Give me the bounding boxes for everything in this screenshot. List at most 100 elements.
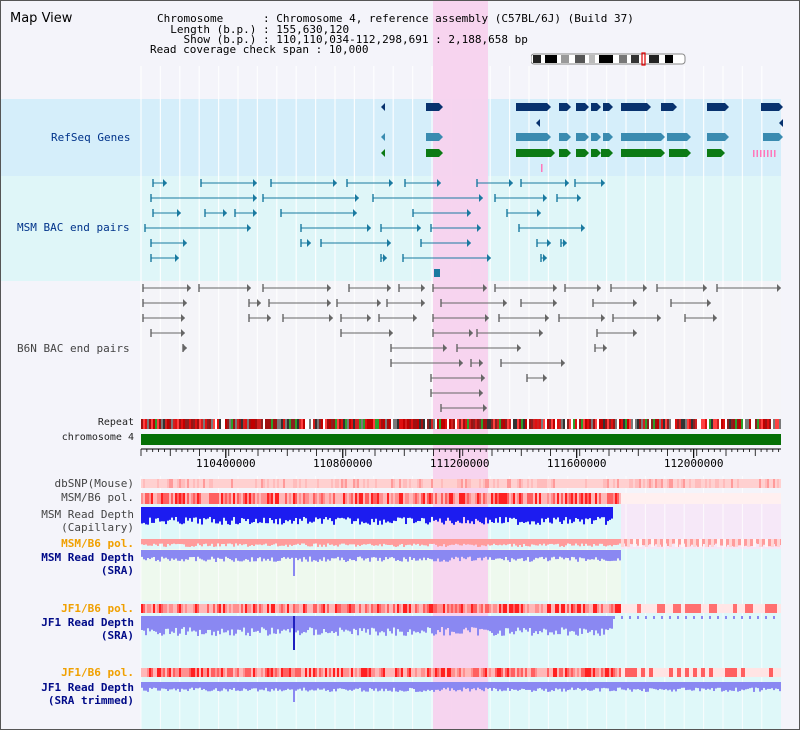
dbsnp-cell — [707, 479, 709, 488]
repeat-element — [421, 419, 423, 429]
msm-depth-sra-bar — [165, 550, 167, 558]
jf1-depth-sra-bar — [585, 616, 587, 630]
dbsnp-cell — [427, 479, 429, 488]
dbsnp-cell — [369, 479, 371, 488]
repeat-element — [775, 419, 777, 429]
msm-b6-pol-sra-cell — [549, 539, 551, 544]
repeat-element — [259, 419, 261, 429]
jf1-depth-trimmed-bar — [339, 682, 341, 689]
jf1-b6-pol-cell — [257, 604, 259, 613]
jf1-depth-trimmed-bar — [289, 682, 291, 690]
msm-b6-pol-sra-cell — [365, 539, 367, 545]
jf1-depth-trimmed-spike — [293, 682, 295, 702]
msm-b6-pol-sra-cell — [201, 539, 203, 547]
jf1-b6-pol-cell — [199, 604, 201, 613]
jf1-b6-pol-cell — [233, 604, 235, 613]
jf1-depth-trimmed-bar — [543, 682, 545, 691]
msm-depth-capillary-bar — [359, 507, 361, 525]
msm-depth-capillary-bar — [353, 507, 355, 522]
repeat-element — [765, 419, 767, 429]
jf1-b6-pol-cell — [377, 604, 379, 613]
msm-depth-sra-bar — [477, 550, 479, 558]
jf1-depth-trimmed-bar — [275, 682, 277, 689]
jf1-b6-pol-2-sparse — [721, 668, 725, 677]
jf1-depth-sra-bar — [501, 616, 503, 636]
msm-b6-pol-cell — [523, 493, 525, 504]
jf1-depth-trimmed-bar — [705, 682, 707, 690]
msm-b6-pol-cell — [275, 493, 277, 504]
jf1-b6-pol-cell — [185, 604, 187, 613]
jf1-b6-pol-2-cell — [613, 668, 615, 677]
refseq-gene-blue-arrow — [687, 133, 691, 141]
msm-b6-pol-cell — [567, 493, 569, 504]
msm-b6-pol-sra-cell — [203, 539, 205, 545]
jf1-b6-pol-cell — [611, 604, 613, 613]
jf1-depth-sra-bar — [465, 616, 467, 628]
msm-b6-pol-cell — [143, 493, 145, 504]
repeat-element — [743, 419, 745, 429]
jf1-b6-pol-2-sparse — [685, 668, 689, 677]
repeat-element — [487, 419, 489, 429]
repeat-element — [715, 419, 717, 429]
repeat-element — [575, 419, 577, 429]
msm-depth-sra-bar — [193, 550, 195, 558]
msm-b6-pol-sra-sparse — [705, 539, 708, 547]
jf1-depth-sra-bar — [203, 616, 205, 635]
msm-b6-pol-sra-cell — [403, 539, 405, 547]
repeat-element — [291, 419, 293, 429]
msm-b6-pol-sra-cell — [217, 539, 219, 544]
msm-b6-pol-sra-cell — [709, 539, 711, 545]
refseq-gene-navy-arrow — [567, 103, 571, 111]
jf1-depth-sra-bar — [191, 616, 193, 632]
jf1-b6-pol-cell — [355, 604, 357, 613]
msm-b6-pol-cell — [211, 493, 213, 504]
jf1-b6-pol-sparse — [709, 604, 713, 613]
msm-b6-pol-cell — [503, 493, 505, 504]
jf1-b6-pol-2-label: JF1/B6 pol. — [61, 666, 134, 679]
msm-depth-sra-bar — [249, 550, 251, 562]
jf1-depth-sra-bar — [329, 616, 331, 633]
jf1-b6-pol-sparse — [669, 604, 673, 613]
msm-b6-pol-sra-sparse — [687, 539, 690, 547]
repeat-element — [161, 419, 163, 429]
msm-depth-sra-bar — [291, 550, 293, 558]
msm-b6-pol-cell — [513, 493, 515, 504]
dbsnp-cell — [329, 479, 331, 488]
repeat-element — [529, 419, 531, 429]
msm-b6-pol-sra-cell — [169, 539, 171, 546]
msm-b6-pol-sra-cell — [325, 539, 327, 547]
jf1-depth-trimmed-bar — [223, 682, 225, 689]
jf1-b6-pol-2-cell — [433, 668, 435, 677]
jf1-depth-sra-bar — [219, 616, 221, 635]
repeat-element — [753, 419, 755, 429]
dbsnp-cell — [143, 479, 145, 488]
dbsnp-cell — [363, 479, 365, 488]
msm-b6-pol-sra-cell — [281, 539, 283, 546]
msm-b6-pol-cell — [433, 493, 435, 504]
jf1-depth-sra-bar — [377, 616, 379, 636]
jf1-b6-pol-2-sparse — [681, 668, 685, 677]
msm-depth-capillary-bar — [157, 507, 159, 519]
jf1-depth-sra-bar — [499, 616, 501, 631]
msm-b6-pol-sra-cell — [321, 539, 323, 547]
repeat-element — [557, 419, 559, 429]
msm-b6-pol-cell — [457, 493, 459, 504]
jf1-depth-sra-bar — [583, 616, 585, 629]
msm-depth-capillary-bar — [573, 507, 575, 522]
dbsnp-cell — [423, 479, 425, 488]
jf1-b6-pol-2-cell — [257, 668, 259, 677]
jf1-b6-pol-cell — [437, 604, 439, 613]
chromosome-ideogram[interactable] — [531, 52, 687, 66]
msm-b6-pol-sra-cell — [763, 539, 765, 545]
jf1-b6-pol-2-cell — [597, 668, 599, 677]
jf1-depth-trimmed-bar — [363, 682, 365, 691]
jf1-depth-sra-bar — [185, 616, 187, 635]
dbsnp-cell — [715, 479, 717, 488]
msm-b6-pol-cell — [215, 493, 217, 504]
b6n-bac-pair-end — [257, 299, 261, 307]
msm-depth-sra-bar — [619, 550, 621, 561]
msm-b6-pol-sra-cell — [475, 539, 477, 545]
jf1-b6-pol-2-cell — [369, 668, 371, 677]
msm-depth-sra-bar — [519, 550, 521, 559]
msm-b6-pol-sra-cell — [319, 539, 321, 545]
